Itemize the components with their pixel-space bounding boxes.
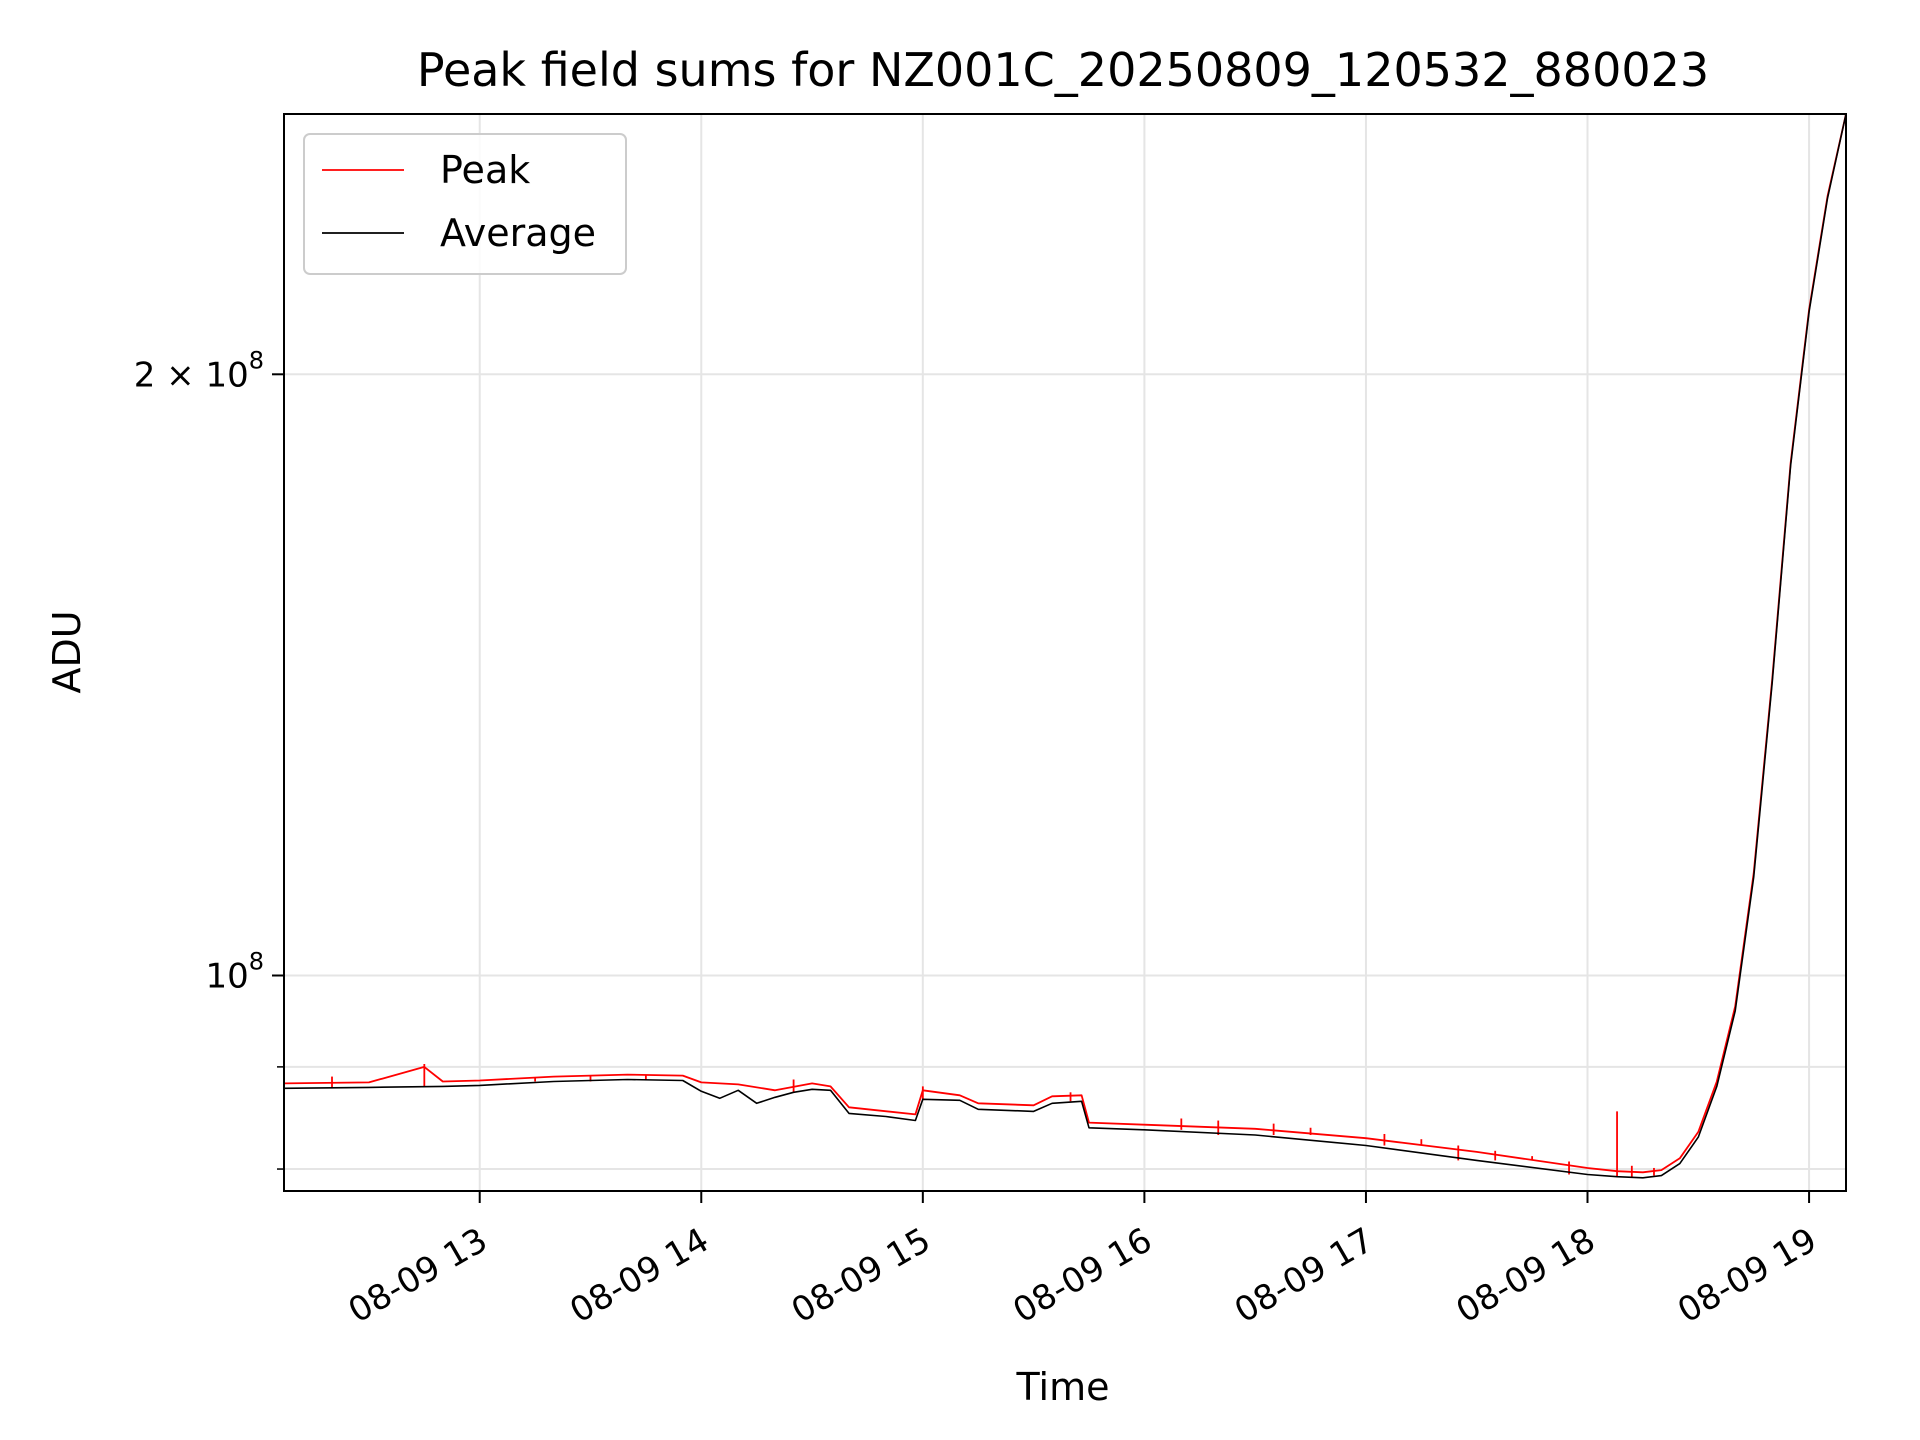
grid <box>284 114 1846 1191</box>
y-tick-label: 2 × 108 <box>134 346 264 395</box>
y-axis-label: ADU <box>45 610 89 693</box>
legend-label-average: Average <box>440 211 596 255</box>
series-line-average <box>283 113 1847 1179</box>
legend-box <box>303 133 627 275</box>
plot-frame <box>283 113 1847 1192</box>
chart-title: Peak field sums for NZ001C_20250809_1205… <box>417 43 1709 97</box>
y-tick-label: 108 <box>205 947 264 996</box>
series-line-peak <box>283 113 1847 1174</box>
legend-label-peak: Peak <box>440 148 530 192</box>
legend: Peak Average <box>303 133 627 275</box>
x-axis-label: Time <box>1016 1365 1110 1409</box>
y-axis: 108 2 × 108 <box>134 346 284 1170</box>
series-layer <box>283 113 1847 1179</box>
